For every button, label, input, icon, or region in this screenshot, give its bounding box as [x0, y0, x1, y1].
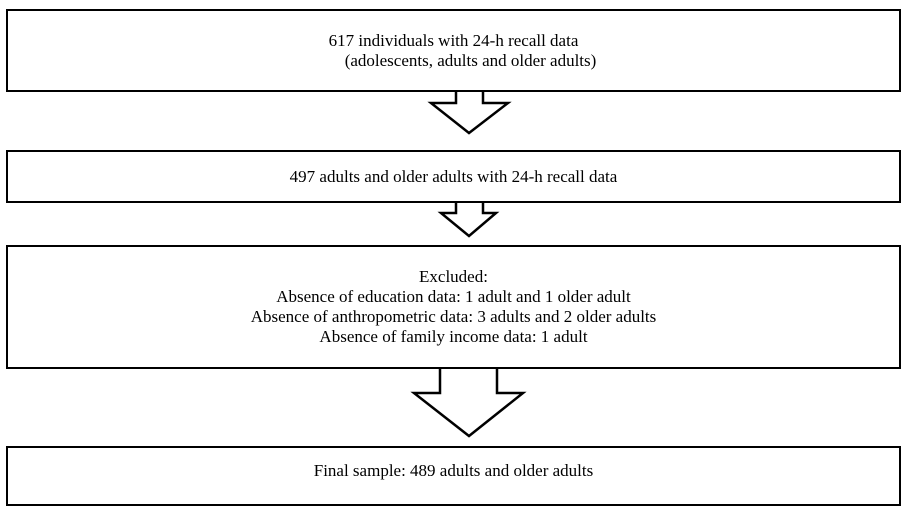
box-3-line-3: Absence of anthropometric data: 3 adults…	[250, 307, 657, 326]
box-1-line-1: 617 individuals with 24-h recall data	[328, 30, 579, 50]
down-arrow-1-outline	[430, 92, 456, 100]
box-3-line-2: Absence of education data: 1 adult and 1…	[276, 287, 631, 306]
box-initial-sample: 617 individuals with 24-h recall data (a…	[6, 9, 901, 92]
down-arrow-1-outline-final	[432, 92, 456, 103]
flowchart: 617 individuals with 24-h recall data (a…	[6, 9, 901, 506]
box-exclusions: Excluded: Absence of education data: 1 a…	[6, 245, 901, 369]
box-3-line-1: Excluded:	[419, 267, 488, 286]
box-2-line-1: 497 adults and older adults with 24-h re…	[289, 166, 618, 186]
arrows-layer	[410, 92, 527, 438]
box-final-sample: Final sample: 489 adults and older adult…	[6, 446, 901, 506]
down-arrow-2-visual	[437, 203, 500, 238]
down-arrow-1-visual	[427, 92, 512, 135]
down-arrow-3-visual	[410, 369, 527, 438]
box-1-line-2: (adolescents, adults and older adults)	[344, 50, 597, 70]
box-4-line-1: Final sample: 489 adults and older adult…	[313, 461, 594, 480]
box-3-line-4: Absence of family income data: 1 adult	[319, 327, 588, 346]
box-adults-sample: 497 adults and older adults with 24-h re…	[6, 150, 901, 203]
